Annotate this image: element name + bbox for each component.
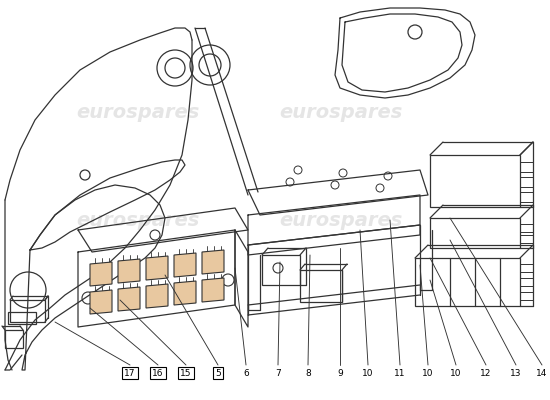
Text: eurospares: eurospares <box>279 102 403 122</box>
Polygon shape <box>202 278 224 302</box>
Bar <box>520 235 533 243</box>
Text: eurospares: eurospares <box>279 210 403 230</box>
Text: 5: 5 <box>215 368 221 378</box>
Text: 14: 14 <box>536 368 548 378</box>
Text: 10: 10 <box>450 368 462 378</box>
Bar <box>520 278 533 286</box>
Text: 15: 15 <box>180 368 192 378</box>
Text: 12: 12 <box>480 368 492 378</box>
Text: eurospares: eurospares <box>76 210 199 230</box>
Bar <box>5 330 23 348</box>
Bar <box>520 192 533 202</box>
Text: 16: 16 <box>152 368 164 378</box>
Polygon shape <box>90 290 112 314</box>
Bar <box>520 177 533 187</box>
Bar <box>520 224 533 232</box>
Polygon shape <box>118 259 140 283</box>
Polygon shape <box>174 253 196 277</box>
Text: 11: 11 <box>394 368 406 378</box>
Polygon shape <box>202 250 224 274</box>
Polygon shape <box>146 284 168 308</box>
Bar <box>430 155 520 207</box>
Text: 13: 13 <box>510 368 522 378</box>
Text: 17: 17 <box>124 368 136 378</box>
Polygon shape <box>174 281 196 305</box>
Polygon shape <box>118 287 140 311</box>
Text: 10: 10 <box>362 368 374 378</box>
Text: eurospares: eurospares <box>76 102 199 122</box>
Bar <box>430 218 520 248</box>
Polygon shape <box>90 262 112 286</box>
Bar <box>300 270 342 302</box>
Text: 6: 6 <box>243 368 249 378</box>
Bar <box>520 162 533 172</box>
Text: 10: 10 <box>422 368 434 378</box>
Text: 9: 9 <box>337 368 343 378</box>
Bar <box>10 300 45 322</box>
Polygon shape <box>146 256 168 280</box>
Text: 8: 8 <box>305 368 311 378</box>
Bar <box>262 255 300 285</box>
Bar <box>415 258 520 306</box>
Bar <box>520 292 533 300</box>
Bar <box>8 312 36 324</box>
Text: 7: 7 <box>275 368 281 378</box>
Bar <box>520 264 533 272</box>
